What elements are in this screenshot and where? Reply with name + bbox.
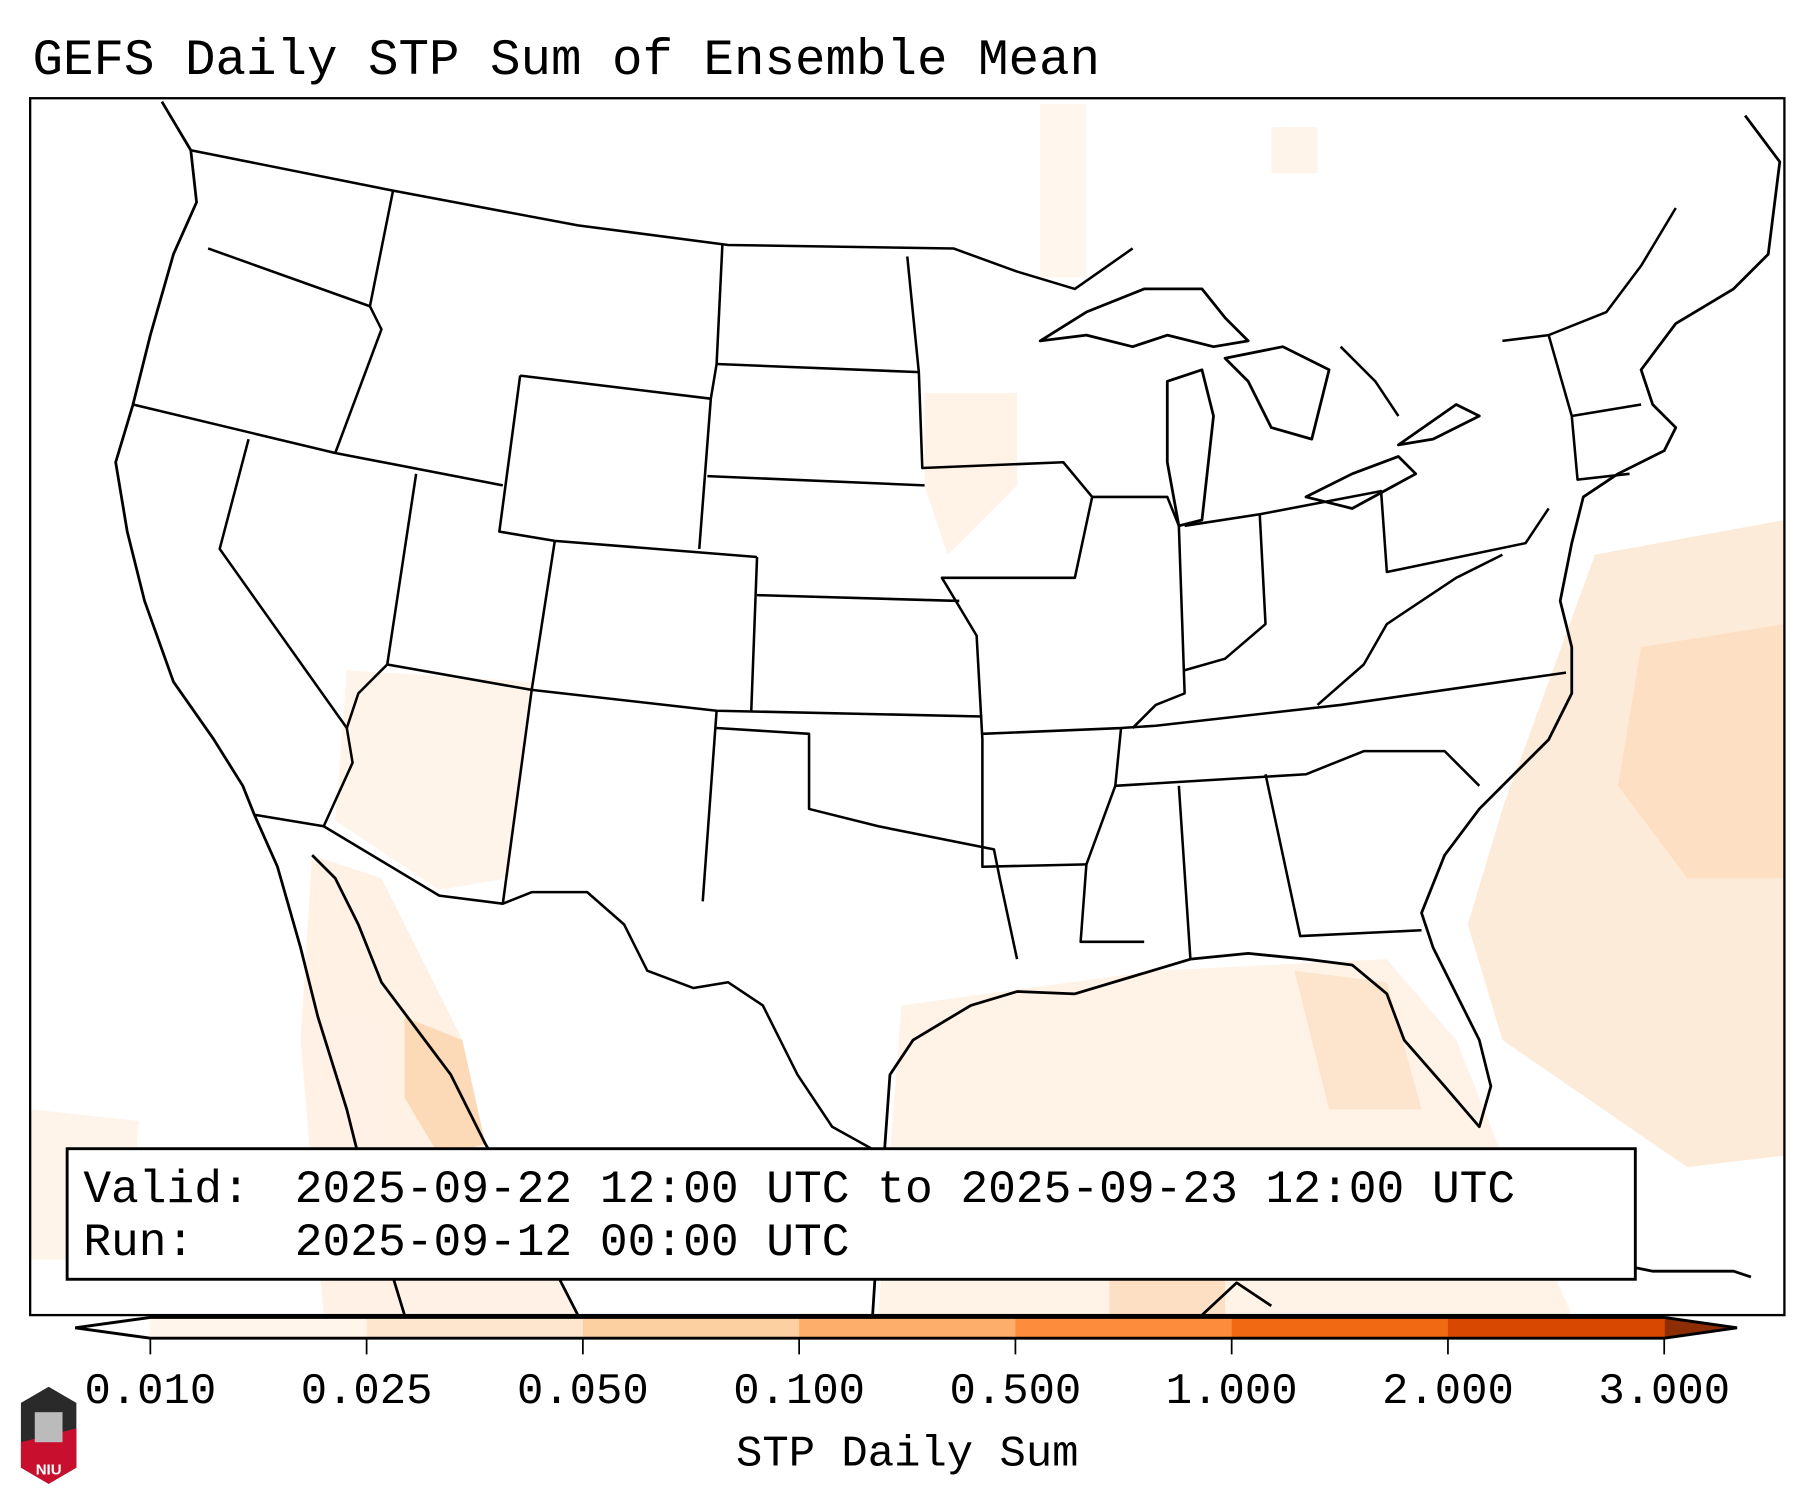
colorbar-tick-label: 1.000 [1166, 1367, 1298, 1417]
map-frame [29, 97, 1786, 1317]
run-label: Run: [83, 1217, 194, 1269]
great-lakes [1038, 287, 1481, 528]
mexico-border [254, 813, 885, 1157]
colorbar-over-extension [1664, 1317, 1738, 1339]
colorbar-under-extension [75, 1317, 151, 1339]
run-value: 2025-09-12 00:00 UTC [295, 1217, 850, 1269]
map-panel [29, 97, 1786, 1317]
colorbar-tick-label: 3.000 [1598, 1367, 1730, 1417]
info-box: Valid: 2025-09-22 12:00 UTC to 2025-09-2… [65, 1147, 1637, 1281]
colorbar-bin [582, 1317, 800, 1339]
figure-title: GEFS Daily STP Sum of Ensemble Mean [32, 33, 1100, 90]
state-lines [132, 190, 1642, 960]
colorbar-bin [366, 1317, 584, 1339]
colorbar-bin [799, 1317, 1016, 1339]
colorbar-bin [150, 1317, 368, 1339]
gulf-coast [882, 114, 1782, 1156]
coastline [114, 100, 406, 1316]
colorbar-tick-label: 0.050 [517, 1367, 649, 1417]
colorbar-bin [1447, 1317, 1665, 1339]
colorbar-tick-label: 0.100 [733, 1367, 865, 1417]
valid-label: Valid: [83, 1164, 249, 1216]
niu-logo: NIU [20, 1386, 77, 1484]
colorbar: 0.010 0.025 0.050 0.100 0.500 1.000 2.000 3.000 [75, 1315, 1738, 1417]
colorbar-bin [1015, 1317, 1233, 1339]
logo-text: NIU [36, 1462, 62, 1479]
colorbar-label: STP Daily Sum [736, 1429, 1079, 1479]
colorbar-tick-label: 0.500 [950, 1367, 1082, 1417]
yucatan-coast [1201, 1281, 1273, 1316]
colorbar-tick-label: 2.000 [1382, 1367, 1514, 1417]
colorbar-tick-label: 0.025 [301, 1367, 433, 1417]
colorbar-bin [1231, 1317, 1449, 1339]
valid-value: 2025-09-22 12:00 UTC to 2025-09-23 12:00… [295, 1164, 1515, 1216]
colorbar-tick-label: 0.010 [84, 1367, 216, 1417]
canada-border [190, 148, 1677, 417]
